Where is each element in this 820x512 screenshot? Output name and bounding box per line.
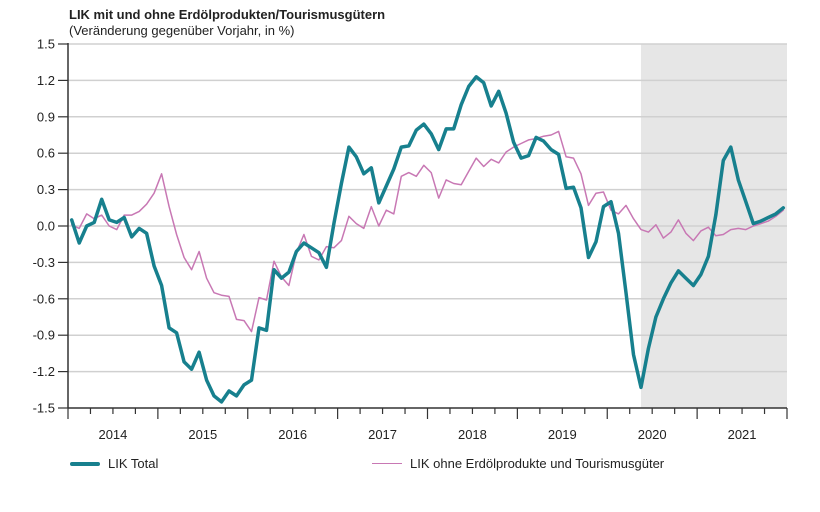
x-tick-label: 2016 (278, 427, 307, 442)
y-tick-label: -0.6 (33, 291, 55, 306)
y-tick-label: -0.9 (33, 328, 55, 343)
legend-item-lik-core: LIK ohne Erdölprodukte und Tourismusgüte… (372, 456, 664, 471)
y-tick-label: 0.0 (37, 219, 55, 234)
legend-swatch-lik-core (372, 462, 402, 465)
legend-label-lik-core: LIK ohne Erdölprodukte und Tourismusgüte… (410, 456, 665, 471)
x-tick-label: 2021 (728, 427, 757, 442)
x-tick-label: 2018 (458, 427, 487, 442)
x-tick-label: 2015 (188, 427, 217, 442)
series-line-lik-core (70, 130, 785, 333)
x-tick-label: 2017 (368, 427, 397, 442)
y-tick-label: 0.9 (37, 109, 55, 124)
x-tick-label: 2014 (98, 427, 127, 442)
y-tick-label: 0.6 (37, 146, 55, 161)
y-tick-label: 0.3 (37, 182, 55, 197)
chart-title: LIK mit und ohne Erdölprodukten/Tourismu… (69, 7, 386, 22)
legend-item-lik-total: LIK Total (70, 456, 158, 471)
y-tick-label: -1.2 (33, 364, 55, 379)
y-tick-label: 1.5 (37, 37, 55, 52)
y-tick-label: -0.3 (33, 255, 55, 270)
chart-subtitle: (Veränderung gegenüber Vorjahr, in %) (69, 23, 295, 38)
series-line-lik-total (69, 75, 786, 404)
x-tick-label: 2020 (638, 427, 667, 442)
legend-swatch-lik-total (70, 461, 100, 466)
y-tick-label: -1.5 (33, 401, 55, 416)
y-tick-label: 1.2 (37, 73, 55, 88)
legend-label-lik-total: LIK Total (108, 456, 159, 471)
x-tick-label: 2019 (548, 427, 577, 442)
